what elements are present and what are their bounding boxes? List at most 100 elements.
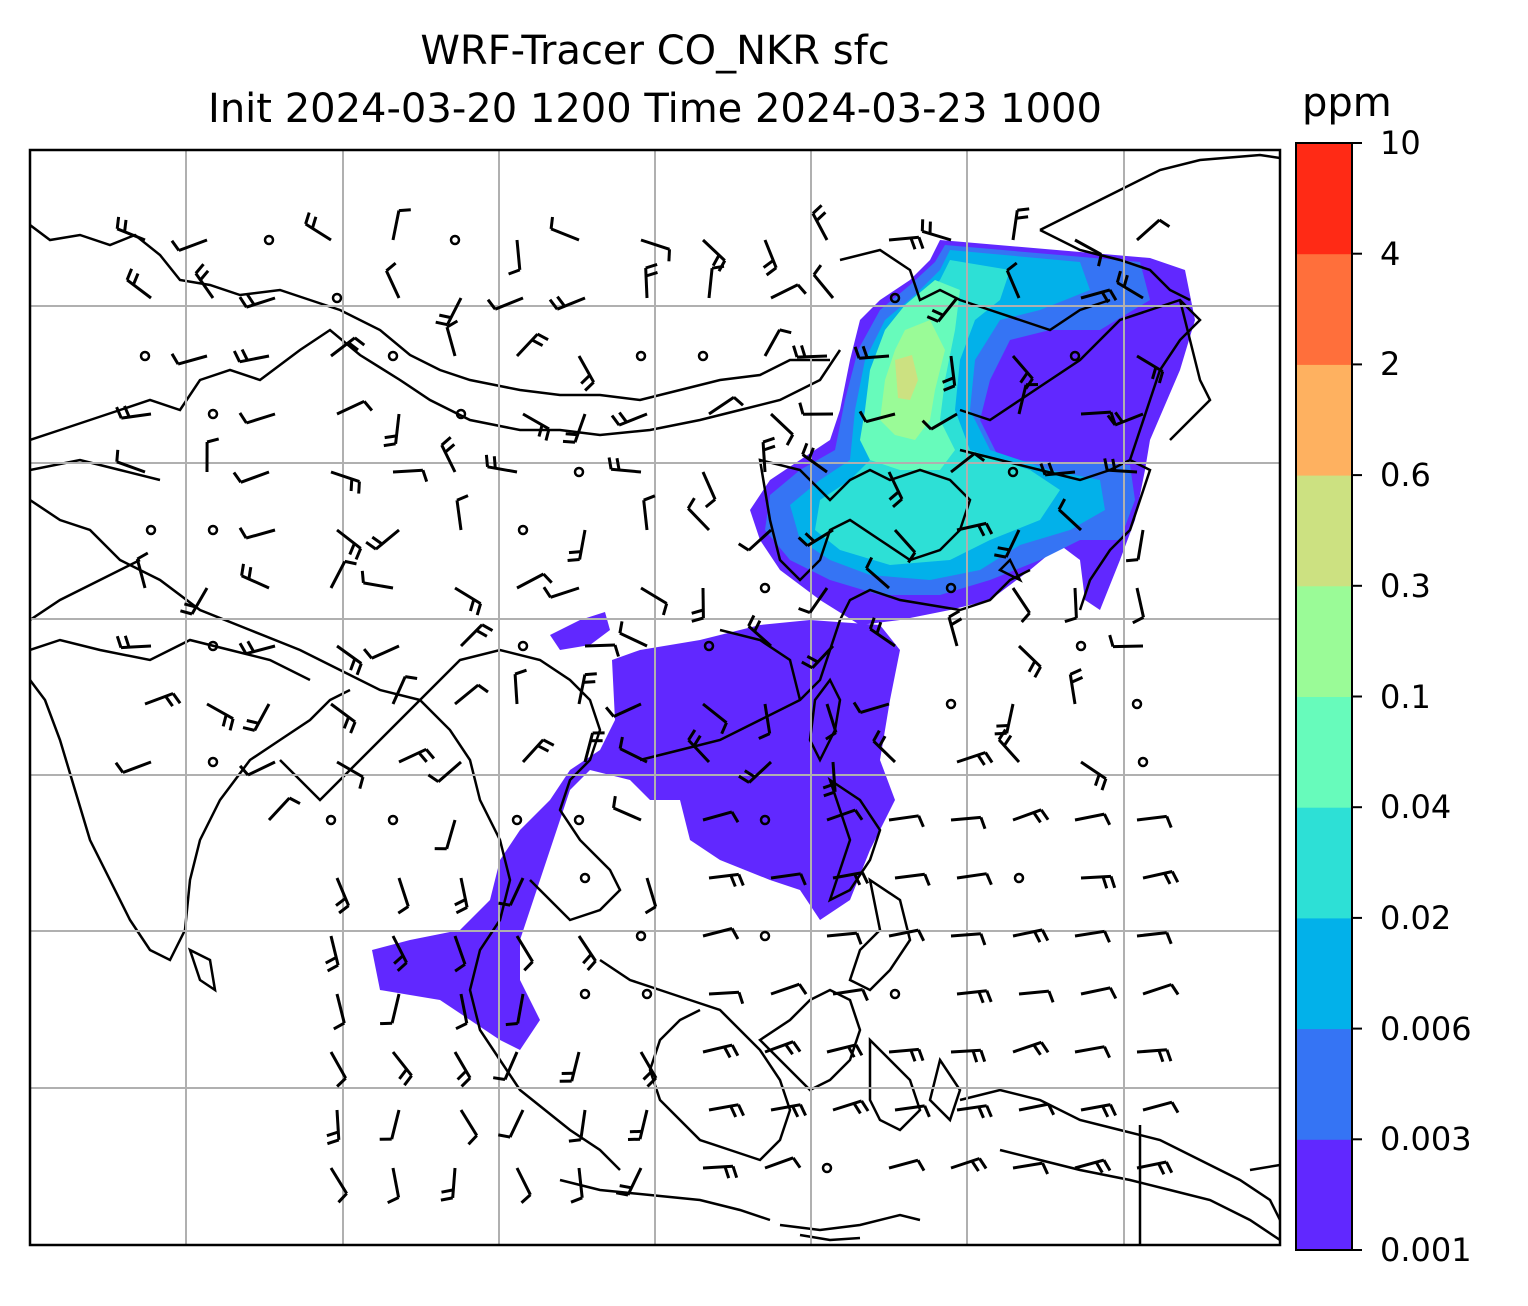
wind-barb-shaft: [374, 528, 400, 551]
wind-barb-shaft: [950, 1048, 981, 1054]
wind-barb-flag: [326, 1138, 340, 1146]
wind-barb-flag: [498, 1133, 511, 1139]
wind-barb-flag: [371, 535, 383, 546]
wind-barb-shaft: [1074, 238, 1103, 256]
wind-barb-flag: [861, 988, 869, 1002]
wind-barb-shaft: [245, 644, 276, 656]
wind-barb-flag: [580, 374, 591, 385]
wind-barb-flag: [1094, 1161, 1104, 1174]
wind-barb-flag: [909, 237, 917, 250]
wind-barb-flag: [477, 683, 489, 694]
wind-barb-shaft: [894, 872, 925, 880]
wind-barb-flag: [1103, 1046, 1111, 1059]
wind-barb-flag: [732, 396, 744, 407]
wind-barb-shaft: [330, 702, 356, 724]
wind-barb-shaft: [459, 993, 469, 1024]
wind-barb-shaft: [950, 1157, 980, 1170]
wind-barb-flag: [923, 873, 931, 886]
wind-barb-shaft: [336, 760, 364, 779]
wind-barb-flag: [615, 457, 621, 471]
wind-barb-flag: [363, 400, 374, 412]
wind-barb-flag: [737, 873, 745, 887]
wind-barb-flag: [800, 344, 807, 358]
colorbar-tick-label: 0.02: [1380, 898, 1452, 937]
wind-barb-shaft: [1011, 587, 1031, 614]
wind-barb-flag: [687, 729, 697, 741]
wind-barb-shaft: [701, 471, 717, 501]
wind-barb-shaft: [640, 238, 670, 251]
colorbar-segment: [1296, 1139, 1352, 1251]
calm-wind-marker: [635, 350, 647, 362]
wind-barb-shaft: [304, 222, 332, 242]
wind-barb-shaft: [1114, 412, 1144, 427]
wind-barb-flag: [240, 348, 249, 361]
wind-barb-flag: [123, 405, 131, 418]
wind-barb-shaft: [832, 871, 863, 880]
wind-barb-shaft: [1136, 529, 1145, 560]
wind-barb-flag: [730, 927, 740, 940]
wind-barb-flag: [796, 283, 807, 295]
colorbar-tick-label: 0.1: [1380, 677, 1431, 716]
wind-barb-flag: [349, 721, 357, 734]
wind-barb-flag: [784, 1043, 794, 1056]
wind-barb-shaft: [769, 412, 794, 436]
wind-barb-flag: [994, 731, 1007, 736]
wind-barb-flag: [383, 442, 396, 448]
wind-barb-flag: [184, 602, 197, 609]
calm-wind-marker: [387, 814, 399, 826]
wind-barb-flag: [730, 811, 740, 823]
wind-barb-shaft: [708, 1103, 739, 1112]
wind-barb-shaft: [826, 931, 858, 938]
wind-barb-flag: [354, 547, 363, 560]
wind-barb-flag: [582, 953, 593, 965]
wind-barb-flag: [1122, 274, 1129, 288]
calm-wind-marker: [325, 814, 337, 826]
wind-barb-shaft: [1136, 1160, 1167, 1170]
calm-wind-marker: [1131, 698, 1143, 710]
wind-barb-flag: [425, 748, 436, 760]
wind-barb-flag: [326, 963, 339, 973]
wind-barb-shaft: [577, 1167, 584, 1198]
calm-wind-marker: [889, 988, 901, 1000]
wind-barb-flag: [468, 598, 476, 612]
wind-barb-flag: [799, 873, 807, 886]
wind-barb-shaft: [770, 982, 800, 996]
wind-barb-shaft: [1080, 1103, 1111, 1112]
wind-barb-flag: [1170, 1101, 1180, 1114]
wind-barb-flag: [544, 428, 551, 441]
wind-barb-flag: [542, 738, 555, 747]
wind-barb-flag: [1047, 462, 1055, 475]
calm-wind-marker: [1069, 350, 1081, 362]
wind-barb-shaft: [247, 760, 276, 777]
wind-barb-flag: [355, 662, 363, 676]
wind-barb-flag: [548, 298, 559, 311]
wind-barb-flag: [1027, 660, 1037, 673]
wind-barb-flag: [170, 353, 180, 365]
wind-barb-flag: [1103, 458, 1109, 471]
wind-barb-flag: [132, 273, 140, 286]
wind-barb-shaft: [239, 354, 270, 364]
wind-barb-flag: [221, 714, 228, 727]
wind-barb-flag: [238, 642, 248, 655]
wind-barb-shaft: [826, 1043, 857, 1054]
wind-barb-shaft: [1116, 281, 1144, 300]
wind-barb-shaft: [391, 1051, 413, 1077]
tracer-plume-north-level7: [895, 355, 918, 400]
wind-barb-shaft: [687, 507, 711, 532]
wind-barb-shaft: [888, 235, 920, 242]
wind-barb-flag: [455, 1022, 468, 1031]
wind-barb-flag: [854, 1044, 864, 1057]
wind-barb-shaft: [577, 355, 596, 383]
wind-barb-flag: [822, 782, 836, 790]
calm-wind-marker: [821, 1162, 833, 1174]
wind-barb-flag: [852, 701, 862, 714]
wind-barb-shaft: [950, 932, 982, 938]
wind-barb-flag: [1093, 773, 1101, 787]
wind-barb-shaft: [453, 935, 467, 965]
wind-barb-flag: [618, 411, 628, 424]
wind-barb-flag: [729, 1105, 738, 1118]
wind-barb-flag: [762, 436, 775, 444]
calm-wind-marker: [573, 466, 585, 478]
wind-barb-shaft: [707, 268, 714, 299]
